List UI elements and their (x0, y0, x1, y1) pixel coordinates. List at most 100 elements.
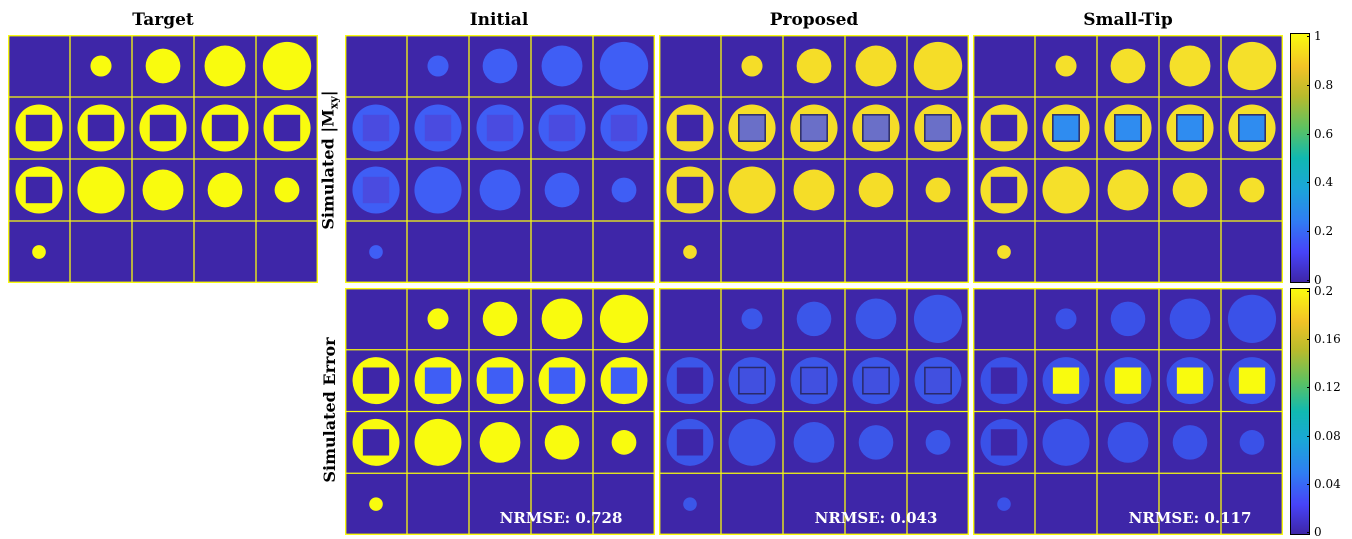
row-label-simulated-error: Simulated Error (320, 337, 339, 483)
phantom-disk (32, 245, 46, 259)
phantom-square-edge (924, 366, 952, 395)
phantom-disk (599, 41, 649, 91)
colorbar-error-tick-label: 0 (1314, 525, 1322, 539)
panel-border (973, 35, 1283, 283)
phantom-disk (611, 177, 637, 203)
colorbar-error-tick-label: 0.2 (1314, 284, 1334, 298)
panel-initial-magnitude (345, 35, 655, 283)
phantom-disk (793, 169, 835, 211)
colorbar-magnitude-tick-mark (1307, 84, 1310, 86)
panel-border (345, 35, 655, 283)
phantom-disk (414, 418, 462, 466)
column-title-small-tip: Small-Tip (1083, 10, 1173, 30)
phantom-square (211, 114, 239, 142)
phantom-square (25, 114, 53, 142)
phantom-disk (913, 294, 963, 343)
phantom-disk (1169, 298, 1211, 340)
phantom-disk (262, 41, 312, 91)
colorbar-magnitude-tick-mark (1307, 182, 1310, 184)
phantom-square-edge (1238, 114, 1266, 142)
phantom-disk (1110, 301, 1146, 337)
phantom-disk (855, 298, 897, 340)
phantom-disk (997, 497, 1011, 511)
phantom-square (1114, 367, 1142, 394)
phantom-disk (728, 418, 776, 466)
phantom-disk (1107, 169, 1149, 211)
phantom-disk (611, 430, 637, 455)
phantom-square-edge (1052, 114, 1080, 142)
nrmse-proposed: NRMSE: 0.043 (814, 509, 938, 527)
phantom-square-edge (862, 114, 890, 142)
phantom-disk (1055, 308, 1077, 330)
nrmse-initial: NRMSE: 0.728 (499, 509, 623, 527)
phantom-square (1052, 367, 1080, 394)
phantom-disk (204, 45, 246, 87)
phantom-disk (599, 294, 649, 343)
phantom-disk (1042, 166, 1090, 214)
phantom-square (800, 114, 828, 142)
phantom-square (486, 367, 514, 394)
phantom-square (1238, 367, 1266, 394)
phantom-disk (1239, 430, 1265, 455)
phantom-disk (1227, 294, 1277, 343)
colorbar-error-tick-mark (1307, 435, 1310, 437)
phantom-square (362, 114, 390, 142)
phantom-disk (414, 166, 462, 214)
phantom-square (610, 367, 638, 394)
phantom-disk (925, 430, 951, 455)
phantom-square (676, 367, 704, 394)
phantom-disk (142, 169, 184, 211)
phantom-square (676, 176, 704, 204)
colorbar-error-tick-mark (1307, 532, 1310, 533)
phantom-disk (541, 45, 583, 87)
row-label-simulated-magnitude: Simulated |Mxy| (318, 90, 340, 230)
colorbar-magnitude (1290, 33, 1310, 283)
phantom-square (990, 176, 1018, 204)
phantom-disk (741, 308, 763, 330)
row-label-magnitude-main: Simulated |M (318, 109, 338, 230)
phantom-disk (1172, 172, 1208, 208)
panel-initial-error (345, 288, 655, 535)
colorbar-error-tick-label: 0.04 (1314, 476, 1341, 491)
nrmse-small-tip: NRMSE: 0.117 (1128, 509, 1252, 527)
phantom-square (676, 114, 704, 142)
phantom-disk (369, 245, 383, 259)
colorbar-magnitude-tick-label: 0 (1314, 273, 1322, 287)
phantom-disk (796, 301, 832, 337)
phantom-square (610, 114, 638, 142)
phantom-square (738, 114, 766, 142)
phantom-square-edge (738, 366, 766, 395)
colorbar-magnitude-tick-label: 0.2 (1314, 224, 1334, 239)
colorbar-error-tick-mark (1307, 483, 1310, 485)
phantom-disk (1107, 421, 1149, 463)
phantom-square (1238, 114, 1266, 142)
phantom-square (990, 114, 1018, 142)
colorbar-error-tick-mark (1307, 387, 1310, 389)
phantom-square (924, 114, 952, 142)
phantom-disk (796, 48, 832, 84)
phantom-disk (1239, 177, 1265, 203)
phantom-disk (479, 169, 521, 211)
phantom-disk (1172, 425, 1208, 460)
phantom-disk (913, 41, 963, 91)
phantom-disk (427, 55, 449, 77)
phantom-square (362, 176, 390, 204)
phantom-disk (90, 55, 112, 77)
phantom-square (1176, 114, 1204, 142)
colorbar-magnitude-tick-mark (1307, 231, 1310, 233)
phantom-disk (858, 425, 894, 460)
phantom-disk (1169, 45, 1211, 87)
colorbar-magnitude-tick-mark (1307, 133, 1310, 135)
phantom-square (424, 114, 452, 142)
panel-border (659, 288, 969, 535)
panel-small-tip-error (973, 288, 1283, 535)
phantom-disk (1055, 55, 1077, 77)
phantom-disk (925, 177, 951, 203)
phantom-square-edge (1176, 114, 1204, 142)
phantom-square (548, 367, 576, 394)
colorbar-magnitude-tick-label: 0.4 (1314, 175, 1334, 190)
phantom-square (862, 114, 890, 142)
phantom-square (25, 176, 53, 204)
phantom-square-edge (800, 366, 828, 395)
phantom-disk (207, 172, 243, 208)
